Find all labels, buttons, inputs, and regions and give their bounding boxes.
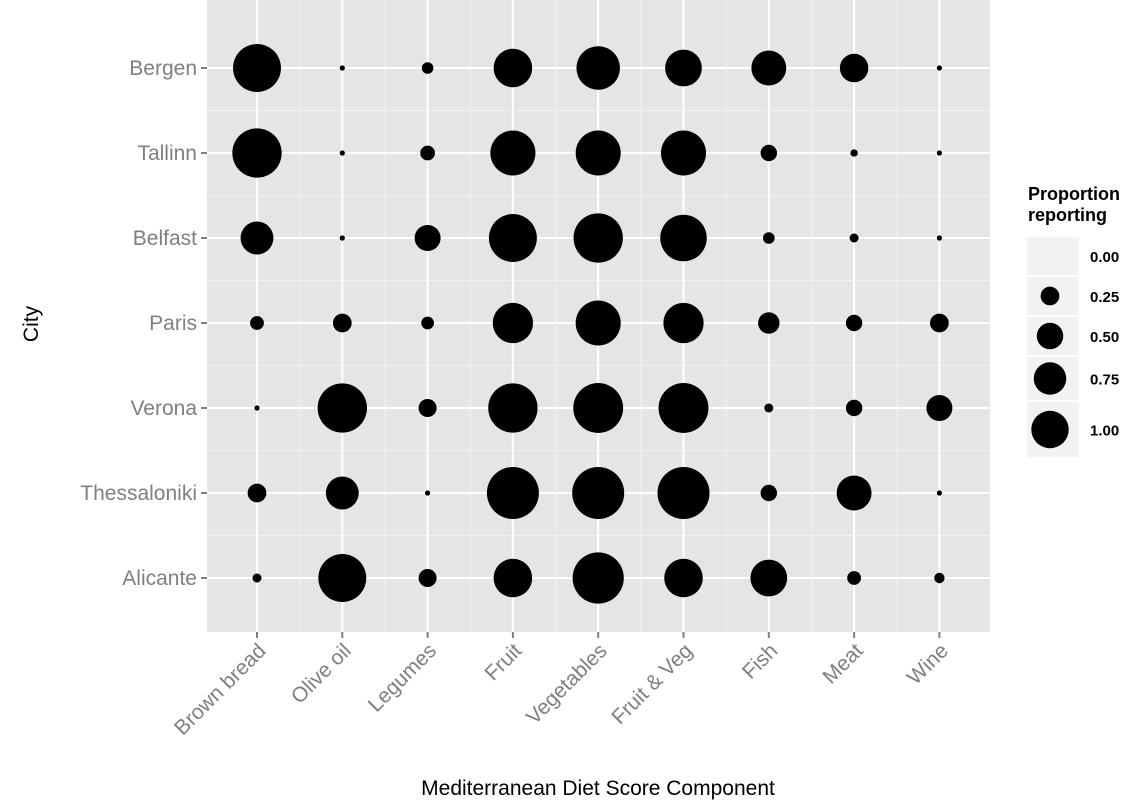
bubble-point (421, 62, 434, 74)
bubble-point (493, 558, 533, 598)
bubble-point (425, 490, 431, 496)
legend-title-line1: Proportion (1028, 184, 1120, 204)
bubble-point (575, 130, 621, 176)
x-tick-label: Fish (738, 639, 782, 683)
bubble-point (252, 573, 262, 583)
legend-label: 0.25 (1090, 289, 1119, 306)
bubble-point (576, 46, 620, 90)
bubble-point (750, 559, 788, 597)
bubble-point (247, 483, 267, 503)
x-tick-label: Fruit & Veg (607, 639, 697, 729)
legend-key (1025, 235, 1081, 277)
bubble-point (847, 571, 861, 585)
bubble-point (232, 128, 282, 178)
bubble-point (849, 233, 859, 243)
bubble-point (575, 300, 621, 346)
x-tick-label: Fruit (480, 639, 526, 685)
y-tick-label: Alicante (122, 567, 197, 590)
legend-bubble (1040, 286, 1060, 306)
legend-label: 0.75 (1090, 372, 1119, 389)
bubble-point (936, 490, 943, 496)
y-tick-label: Tallinn (137, 142, 197, 165)
bubble-point (492, 302, 534, 344)
x-tick-label: Legumes (364, 639, 441, 716)
x-axis-title: Mediterranean Diet Score Component (421, 777, 775, 800)
x-tick-label: Meat (818, 639, 867, 688)
legend-label: 1.00 (1090, 423, 1119, 440)
bubble-point (936, 150, 943, 156)
bubble-point (573, 213, 623, 263)
bubble-point (488, 383, 538, 433)
bubble-point (421, 316, 434, 330)
x-tick-label: Vegetables (522, 639, 612, 729)
x-tick-label: Brown bread (170, 639, 270, 739)
bubble-point (926, 395, 953, 421)
y-axis-title: City (20, 305, 43, 342)
y-tick-label: Belfast (133, 227, 197, 250)
bubble-point (660, 214, 707, 262)
bubble-point (845, 314, 863, 332)
bubble-point (934, 572, 945, 584)
bubble-point (936, 235, 943, 241)
bubble-point (751, 50, 787, 86)
x-tick-label: Wine (903, 639, 953, 689)
bubble-point (758, 312, 780, 334)
bubble-point (317, 383, 367, 433)
bubble-point (339, 65, 345, 71)
bubble-point (490, 130, 536, 176)
bubble-point (339, 150, 345, 156)
bubble-point (339, 235, 345, 241)
bubble-point (660, 130, 707, 176)
bubble-point (845, 399, 863, 417)
bubble-point (762, 232, 775, 244)
legend-title-line2: reporting (1028, 205, 1107, 225)
bubble-point (418, 568, 437, 588)
legend-label: 0.00 (1090, 249, 1119, 266)
bubble-point (572, 467, 625, 519)
y-axis-ticks: Bergen Tallinn Belfast Paris Verona Thessalon… (80, 57, 207, 590)
bubble-point (839, 53, 869, 83)
x-axis-ticks: Brown bread Olive oil Legumes FruitVegetabl… (170, 632, 953, 740)
bubble-point (250, 316, 264, 330)
bubble-point (414, 225, 441, 251)
bubble-point (318, 554, 367, 602)
y-tick-label: Bergen (129, 57, 197, 80)
y-tick-label: Thessaloniki (80, 482, 197, 505)
bubble-point (764, 403, 774, 413)
bubble-point (760, 484, 778, 502)
x-tick-label: Olive oil (287, 639, 356, 708)
bubble-point (332, 313, 352, 333)
legend-bubble (1031, 410, 1069, 449)
size-legend: Proportion reporting 0.00 0.25 0.50 0.75 1.0… (1025, 184, 1120, 459)
bubble-point (420, 145, 435, 161)
bubble-point (836, 475, 872, 511)
bubble-point (572, 552, 624, 604)
bubble-point (488, 214, 537, 262)
bubble-point (760, 144, 778, 162)
bubble-point (657, 467, 710, 519)
bubble-point (930, 313, 949, 333)
bubble-point (663, 302, 704, 344)
bubble-point (573, 383, 624, 433)
bubble-point (658, 383, 709, 433)
y-tick-label: Paris (149, 312, 197, 335)
bubble-point (486, 467, 539, 519)
bubble-point (418, 398, 437, 418)
bubble-point (936, 65, 943, 71)
bubble-point (233, 44, 281, 92)
bubble-point (254, 405, 260, 411)
legend-label: 0.50 (1090, 329, 1119, 346)
legend-bubble (1033, 362, 1067, 395)
bubble-point (664, 558, 703, 598)
bubble-point (850, 149, 858, 157)
bubble-point (493, 48, 533, 88)
bubble-point (240, 221, 274, 255)
bubble-point (325, 476, 359, 510)
legend-bubble (1036, 322, 1064, 350)
y-tick-label: Verona (130, 397, 197, 420)
bubbles (232, 44, 953, 604)
bubble-point (665, 49, 702, 87)
